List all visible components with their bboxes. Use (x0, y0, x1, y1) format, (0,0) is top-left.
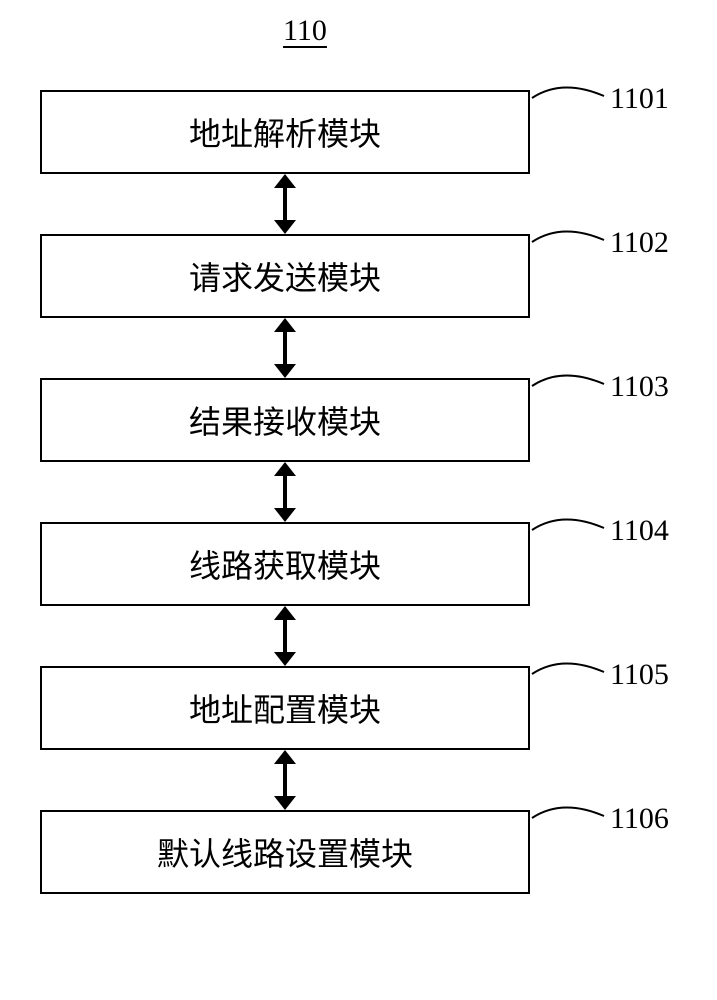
leader-line (532, 807, 604, 818)
module-box: 线路获取模块 (40, 522, 530, 606)
module-box: 地址配置模块 (40, 666, 530, 750)
diagram-title: 110 (270, 14, 340, 48)
leader-line (532, 87, 604, 98)
module-box: 请求发送模块 (40, 234, 530, 318)
module-box: 地址解析模块 (40, 90, 530, 174)
bidir-arrow (274, 606, 296, 666)
module-ref-label: 1104 (610, 514, 669, 548)
module-box: 默认线路设置模块 (40, 810, 530, 894)
module-ref-label: 1102 (610, 226, 669, 260)
module-ref-label: 1101 (610, 82, 669, 116)
leader-line (532, 231, 604, 242)
module-label: 请求发送模块 (189, 253, 381, 299)
module-box: 结果接收模块 (40, 378, 530, 462)
leader-line (532, 375, 604, 386)
module-ref-label: 1105 (610, 658, 669, 692)
module-label: 地址解析模块 (189, 109, 381, 155)
bidir-arrow (274, 174, 296, 234)
leader-line (532, 519, 604, 530)
bidir-arrow (274, 750, 296, 810)
leader-line (532, 663, 604, 674)
bidir-arrow (274, 462, 296, 522)
module-label: 线路获取模块 (189, 541, 381, 587)
bidir-arrow (274, 318, 296, 378)
module-label: 结果接收模块 (189, 397, 381, 443)
module-ref-label: 1103 (610, 370, 669, 404)
module-ref-label: 1106 (610, 802, 669, 836)
module-label: 地址配置模块 (189, 685, 381, 731)
module-label: 默认线路设置模块 (157, 829, 413, 875)
diagram-canvas: 110 地址解析模块 1101 请求发送模块 1102 结果接收模块 1103 线路获取模块… (0, 0, 717, 1000)
